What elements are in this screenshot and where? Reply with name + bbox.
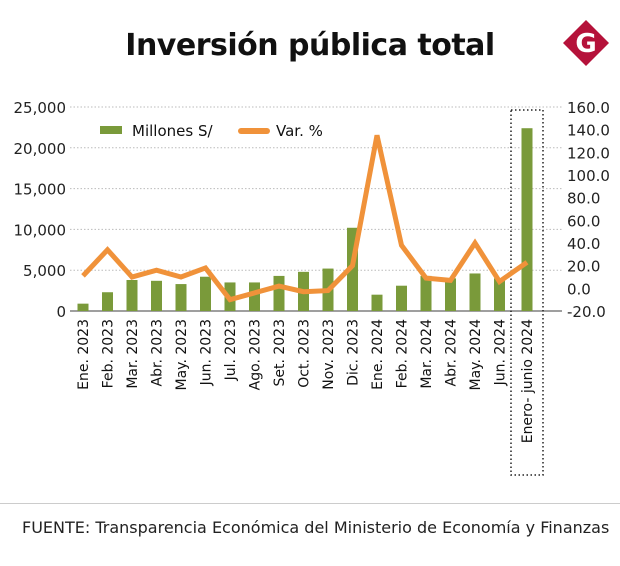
right-tick-label: -20.0: [567, 303, 606, 321]
bar: [200, 276, 211, 311]
legend-bar-swatch: [100, 126, 122, 134]
legend-line-label: Var. %: [276, 122, 323, 140]
right-tick-label: 120.0: [567, 144, 610, 162]
x-tick-label: Jun. 2024: [493, 319, 509, 386]
left-tick-label: 25,000: [14, 99, 67, 117]
bar: [469, 273, 481, 311]
bar: [445, 278, 456, 311]
x-tick-label: Ago. 2023: [248, 319, 264, 390]
bar: [521, 128, 533, 311]
chart-title: Inversión pública total: [125, 28, 495, 63]
right-tick-label: 140.0: [567, 122, 610, 140]
right-tick-label: 20.0: [567, 258, 600, 276]
right-tick-label: 0.0: [567, 280, 591, 298]
bar: [420, 275, 432, 311]
x-tick-label: Ene. 2024: [370, 319, 386, 390]
x-tick-label: May. 2024: [468, 319, 484, 391]
logo-icon: G: [563, 20, 609, 66]
bar: [371, 294, 383, 311]
x-tick-label: Set. 2023: [272, 319, 288, 387]
x-tick-label: Mar. 2023: [125, 319, 141, 389]
x-tick-label: Enero- junio 2024: [520, 319, 536, 443]
left-tick-label: 20,000: [14, 140, 67, 158]
bar: [126, 279, 138, 311]
x-tick-label: Jun. 2023: [199, 319, 215, 386]
bar: [175, 284, 187, 311]
left-tick-label: 10,000: [14, 221, 67, 239]
bar: [151, 280, 162, 311]
x-tick-label: Abr. 2024: [444, 319, 460, 387]
x-tick-label: Jul. 2023: [223, 319, 239, 381]
right-tick-label: 80.0: [567, 190, 600, 208]
x-tick-label: Oct. 2023: [297, 319, 313, 388]
right-tick-label: 160.0: [567, 99, 610, 117]
x-tick-label: May. 2023: [174, 319, 190, 390]
right-tick-label: 40.0: [567, 235, 600, 253]
divider: [0, 503, 620, 504]
bar: [249, 282, 260, 311]
x-tick-label: Nov. 2023: [321, 319, 337, 390]
source-note: FUENTE: Transparencia Económica del Mini…: [22, 518, 610, 537]
bar: [102, 292, 113, 311]
chart-plot: 0 5,000 10,000 15,000 20,000 25,000 -20.0 0.0 20…: [14, 99, 610, 476]
left-tick-label: 15,000: [14, 181, 67, 199]
x-tick-label: Abr. 2023: [150, 319, 166, 386]
x-tick-label: Feb. 2024: [395, 319, 411, 388]
right-tick-label: 100.0: [567, 167, 610, 185]
legend-bar-label: Millones S/: [132, 122, 213, 140]
x-tick-label: Dic. 2023: [346, 319, 362, 386]
x-tick-label: Feb. 2023: [101, 319, 117, 388]
highlight-box: [510, 109, 544, 476]
bar: [77, 303, 89, 311]
svg-text:G: G: [575, 29, 596, 59]
bar: [494, 278, 505, 311]
bar: [396, 285, 407, 311]
x-tick-label: Ene. 2023: [76, 319, 92, 390]
bar: [347, 227, 358, 311]
left-tick-label: 5,000: [23, 262, 66, 280]
right-tick-label: 60.0: [567, 212, 600, 230]
x-tick-label: Mar. 2024: [419, 319, 435, 389]
bar: [273, 275, 285, 311]
left-tick-label: 0: [56, 303, 66, 321]
